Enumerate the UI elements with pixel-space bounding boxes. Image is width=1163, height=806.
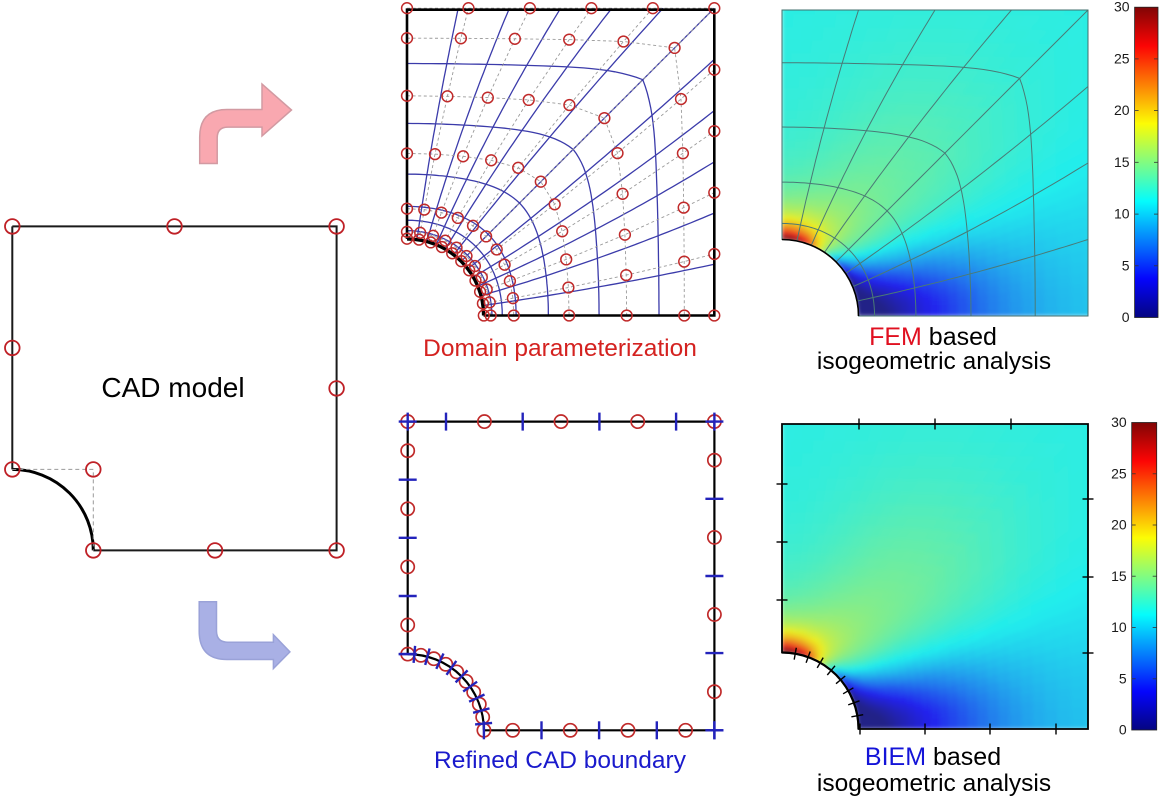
svg-text:20: 20 [1111,517,1127,533]
svg-text:10: 10 [1114,206,1130,222]
svg-text:5: 5 [1119,670,1127,686]
svg-text:30: 30 [1114,0,1130,15]
svg-text:0: 0 [1119,722,1127,738]
svg-text:Refined CAD boundary: Refined CAD boundary [434,747,687,774]
svg-text:Domain parameterization: Domain parameterization [423,335,697,362]
svg-text:15: 15 [1111,568,1127,584]
svg-text:5: 5 [1122,257,1130,273]
svg-text:isogeometric analysis: isogeometric analysis [817,770,1051,797]
svg-text:15: 15 [1114,154,1130,170]
svg-text:isogeometric analysis: isogeometric analysis [817,348,1051,375]
svg-text:10: 10 [1111,619,1127,635]
svg-text:30: 30 [1111,414,1127,430]
svg-text:CAD model: CAD model [101,372,244,403]
svg-text:25: 25 [1111,465,1127,481]
svg-text:20: 20 [1114,102,1130,118]
svg-text:FEM based: FEM based [869,323,997,351]
svg-text:25: 25 [1114,50,1130,66]
svg-text:BIEM based: BIEM based [865,743,1001,771]
svg-text:0: 0 [1122,309,1130,325]
